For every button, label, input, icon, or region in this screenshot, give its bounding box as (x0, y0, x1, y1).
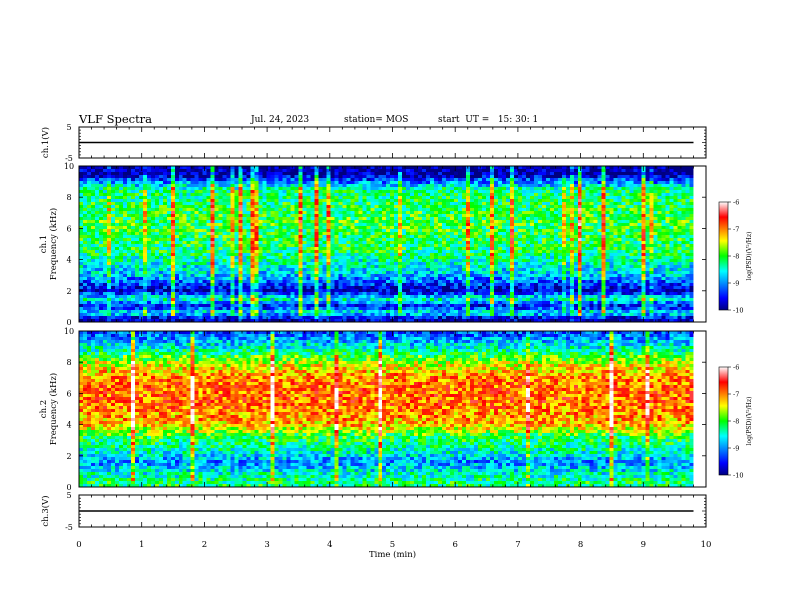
y-tick-label: 5 (66, 123, 71, 132)
x-tick-label: 1 (139, 540, 144, 550)
y-axis-label: ch.3(V) (40, 495, 51, 526)
y-tick-label: 2 (66, 452, 71, 461)
colorbar-tick-label: -10 (733, 472, 743, 480)
x-axis-label: Time (min) (369, 549, 416, 560)
y-axis-channel-label: ch.2 (39, 400, 49, 418)
waveform-panels (79, 141, 694, 512)
spectrogram-image (79, 331, 694, 487)
y-tick-label: 6 (66, 224, 71, 233)
y-axis-label: Frequency (kHz) (48, 208, 59, 280)
colorbar-tick-label: -6 (733, 364, 739, 372)
spectrogram-image (79, 166, 694, 322)
y-tick-label: -5 (65, 523, 73, 532)
y-tick-label: 0 (66, 318, 71, 327)
y-tick-label: 2 (66, 287, 71, 296)
colorbar-label: log(PSD)(V²/Hz) (746, 232, 753, 281)
colorbar-tick-label: -8 (733, 418, 739, 426)
x-tick-label: 5 (390, 540, 395, 550)
chart-title: VLF Spectra (79, 112, 153, 126)
header-date: Jul. 24, 2023 (251, 115, 310, 125)
y-axis-label: ch.1(V) (40, 127, 51, 158)
colorbars: -6 -7 -8 -9 -10 log(PSD)(V²/Hz) -6 -7 -8 -9 -10 log… (718, 199, 753, 480)
y-tick-label: 4 (66, 421, 71, 430)
header-station: station= MOS (344, 115, 409, 125)
x-tick-label: 3 (264, 540, 269, 550)
colorbar-tick-label: -10 (733, 307, 743, 315)
colorbar-tick-label: -9 (733, 280, 739, 288)
x-tick-label: 6 (452, 540, 457, 550)
colorbar-label: log(PSD)(V²/Hz) (746, 397, 753, 446)
x-tick-label: 10 (701, 540, 712, 550)
colorbar-tick-label: -7 (733, 391, 739, 399)
x-tick-label: 8 (578, 540, 583, 550)
y-tick-label: -5 (65, 154, 73, 163)
y-tick-label: 8 (66, 358, 71, 367)
axes-frames (78, 126, 707, 528)
ch2-spectrogram (79, 331, 694, 487)
x-tick-label: 7 (515, 540, 520, 550)
x-tick-label: 9 (641, 540, 646, 550)
y-tick-label: 0 (66, 483, 71, 492)
colorbar (718, 366, 729, 476)
colorbar (718, 201, 729, 311)
y-tick-label: 10 (64, 162, 74, 171)
colorbar-tick-label: -8 (733, 253, 739, 261)
x-tick-label: 4 (327, 540, 332, 550)
y-tick-label: 8 (66, 193, 71, 202)
x-tick-label: 0 (76, 540, 81, 550)
colorbar-tick-label: -9 (733, 445, 739, 453)
header-start-time: start UT = 15: 30: 1 (438, 115, 539, 125)
y-tick-label: 5 (66, 491, 71, 500)
ch1-spectrogram (79, 166, 694, 322)
y-tick-label: 6 (66, 389, 71, 398)
y-tick-label: 4 (66, 256, 71, 265)
colorbar-tick-label: -6 (733, 199, 739, 207)
y-tick-label: 10 (64, 327, 74, 336)
colorbar-tick-label: -7 (733, 226, 739, 234)
y-axis-channel-label: ch.1 (39, 235, 49, 253)
y-axis-label: Frequency (kHz) (48, 373, 59, 445)
x-tick-label: 2 (202, 540, 207, 550)
